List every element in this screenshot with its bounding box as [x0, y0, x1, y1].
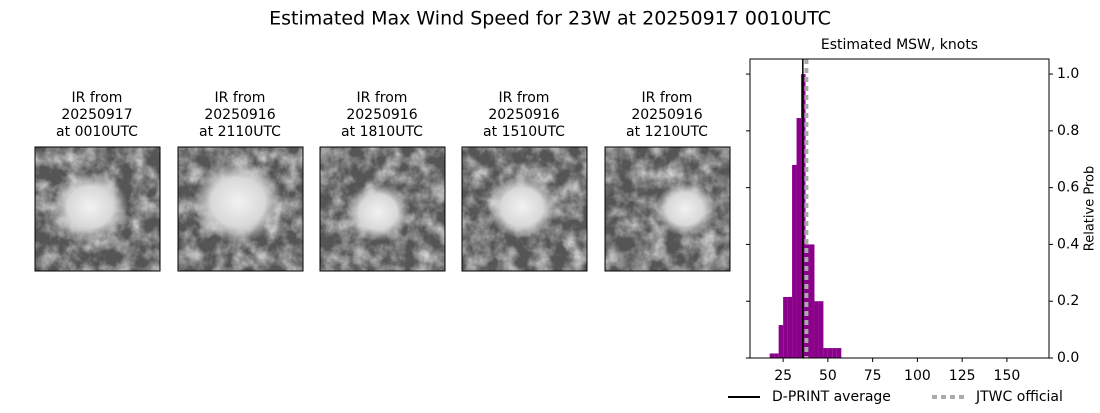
image-core	[193, 161, 283, 243]
hist-bar	[778, 325, 784, 358]
image-core	[655, 182, 715, 236]
x-tick-label: 75	[864, 368, 882, 384]
ir-image	[461, 146, 588, 272]
image-frame	[319, 146, 446, 272]
ir-image	[34, 146, 161, 272]
panel-caption: 20250917	[61, 107, 132, 123]
legend-label: D-PRINT average	[772, 389, 891, 405]
hist-bar	[787, 296, 793, 358]
plot-frame	[749, 58, 1050, 359]
panel-caption: at 1510UTC	[483, 124, 565, 140]
x-tick-label: 50	[819, 368, 837, 384]
hist-bar	[836, 348, 842, 358]
hist-bar	[769, 353, 775, 358]
x-tick-label: 150	[994, 368, 1021, 384]
ir-image	[177, 146, 304, 272]
hist-bar	[796, 118, 802, 358]
hist-bar	[805, 244, 810, 358]
y-tick-label: 0.6	[1057, 180, 1079, 196]
y-tick-label: 0.0	[1057, 350, 1079, 366]
panel-caption: at 1210UTC	[626, 124, 708, 140]
x-tick-label: 25	[774, 368, 792, 384]
image-frame	[177, 146, 304, 272]
y-tick-label: 0.4	[1057, 236, 1079, 252]
panel-caption: 20250916	[204, 107, 275, 123]
y-axis-label: Relative Prob	[1083, 166, 1098, 251]
y-tick-label: 0.2	[1057, 293, 1079, 309]
hist-bar	[792, 164, 797, 358]
hist-bar	[774, 353, 779, 358]
hist-bar	[818, 301, 824, 358]
y-tick-label: 0.8	[1057, 123, 1079, 139]
ir-image	[319, 146, 446, 272]
panel-caption: IR from	[72, 90, 123, 106]
hist-bar	[827, 348, 833, 358]
x-tick-label: 125	[949, 368, 976, 384]
axis-title: Estimated MSW, knots	[821, 37, 978, 53]
image-frame	[604, 146, 731, 272]
figure-title: Estimated Max Wind Speed for 23W at 2025…	[269, 8, 831, 30]
panel-caption: at 0010UTC	[56, 124, 138, 140]
legend-label: JTWC official	[975, 389, 1063, 405]
hist-bar	[823, 348, 828, 358]
hist-bar	[783, 296, 788, 358]
panel-caption: 20250916	[346, 107, 417, 123]
panel-caption: at 2110UTC	[199, 124, 281, 140]
image-frame	[461, 146, 588, 272]
panel-caption: at 1810UTC	[341, 124, 423, 140]
image-frame	[34, 146, 161, 272]
hist-bar	[809, 244, 815, 358]
ir-image	[604, 146, 731, 272]
panel-caption: IR from	[215, 90, 266, 106]
image-core	[52, 172, 128, 242]
image-core	[346, 183, 410, 241]
panel-caption: IR from	[642, 90, 693, 106]
panel-caption: 20250916	[488, 107, 559, 123]
panel-caption: 20250916	[631, 107, 702, 123]
y-tick-label: 1.0	[1057, 66, 1079, 82]
hist-bar	[832, 348, 837, 358]
panel-caption: IR from	[499, 90, 550, 106]
x-tick-label: 100	[904, 368, 931, 384]
image-core	[487, 175, 557, 239]
panel-caption: IR from	[357, 90, 408, 106]
hist-bar	[814, 301, 819, 358]
